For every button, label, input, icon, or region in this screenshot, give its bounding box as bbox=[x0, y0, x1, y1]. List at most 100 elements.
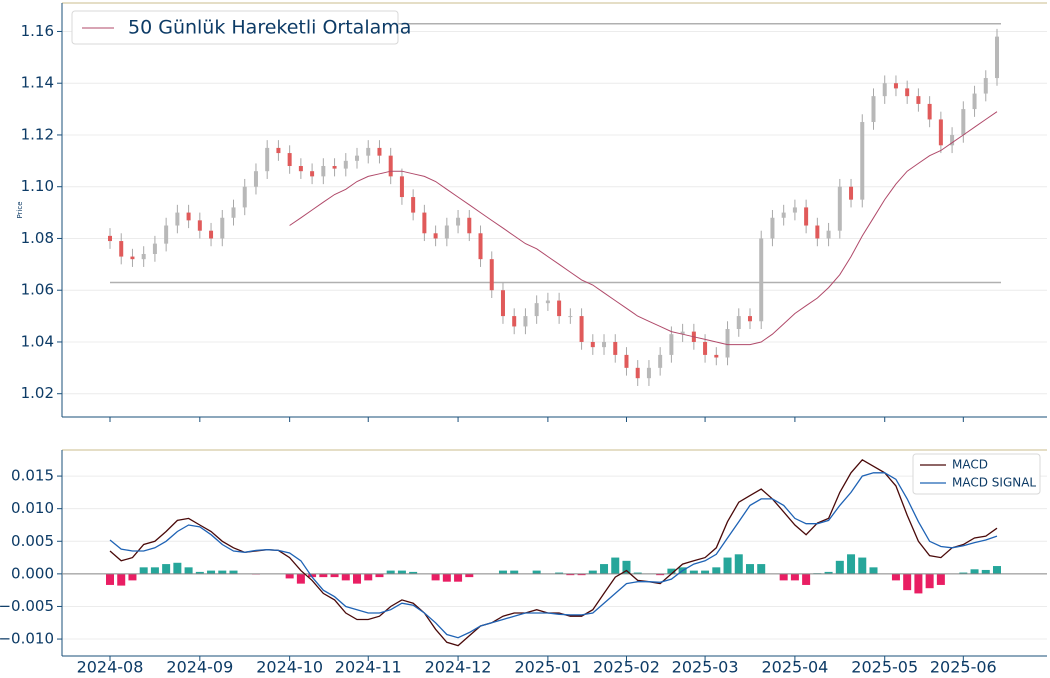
histogram-bar bbox=[106, 573, 114, 585]
histogram-bar bbox=[745, 564, 754, 574]
histogram-bar bbox=[498, 570, 507, 574]
candle-body bbox=[871, 96, 876, 123]
histogram-bar bbox=[555, 572, 564, 574]
histogram-bar bbox=[993, 566, 1001, 574]
histogram-bar bbox=[353, 573, 362, 584]
y-tick-label: 1.16 bbox=[21, 22, 54, 40]
candle-body bbox=[366, 147, 371, 156]
histogram-bar bbox=[914, 573, 923, 594]
x-tick-label: 2024-08 bbox=[77, 658, 144, 677]
candle-body bbox=[141, 253, 146, 260]
x-tick-label: 2024-09 bbox=[166, 658, 233, 677]
candle-body bbox=[849, 186, 854, 200]
histogram-bar bbox=[723, 557, 732, 574]
histogram-bar bbox=[341, 573, 350, 581]
histogram-bar bbox=[835, 560, 844, 574]
histogram-bar bbox=[431, 573, 440, 581]
candle-body bbox=[523, 316, 528, 327]
candle-body bbox=[747, 316, 752, 322]
candle-body bbox=[119, 241, 124, 257]
candle-body bbox=[444, 225, 449, 239]
candle-body bbox=[197, 220, 202, 231]
histogram-bar bbox=[139, 567, 148, 574]
candle-body bbox=[669, 334, 674, 355]
candle-body bbox=[557, 300, 562, 317]
candle-body bbox=[343, 160, 348, 169]
candle-body bbox=[220, 217, 225, 239]
candle-body bbox=[456, 217, 461, 226]
candle-body bbox=[613, 341, 618, 355]
candle-body bbox=[893, 83, 898, 89]
candle-body bbox=[646, 367, 651, 379]
candle-body bbox=[568, 316, 573, 318]
histogram-bar bbox=[925, 573, 934, 589]
histogram-bar bbox=[375, 573, 384, 578]
candle-body bbox=[602, 341, 607, 348]
candle-body bbox=[837, 186, 842, 231]
histogram-bar bbox=[150, 567, 159, 574]
histogram-bar bbox=[959, 572, 968, 574]
y-tick-label: −0.010 bbox=[0, 630, 54, 648]
x-tick-label: 2025-03 bbox=[672, 658, 739, 677]
candle-body bbox=[209, 230, 214, 239]
histogram-bar bbox=[409, 571, 418, 574]
candle-body bbox=[815, 225, 820, 239]
histogram-bar bbox=[936, 573, 945, 585]
histogram-bar bbox=[824, 571, 833, 574]
histogram-bar bbox=[734, 554, 743, 574]
x-tick-label: 2024-10 bbox=[256, 658, 323, 677]
histogram-bar bbox=[847, 554, 856, 574]
histogram-bar bbox=[790, 573, 799, 581]
histogram-bar bbox=[891, 573, 900, 581]
candle-body bbox=[680, 331, 685, 335]
histogram-bar bbox=[386, 570, 395, 574]
candle-body bbox=[579, 316, 584, 342]
y-tick-label: 1.06 bbox=[21, 281, 54, 299]
histogram-bar bbox=[689, 570, 698, 574]
histogram-bar bbox=[701, 570, 710, 574]
histogram-bar bbox=[779, 573, 788, 581]
candle-body bbox=[995, 36, 999, 79]
histogram-bar bbox=[566, 573, 575, 576]
candle-body bbox=[332, 166, 337, 169]
histogram-bar bbox=[364, 573, 373, 581]
histogram-bar bbox=[712, 567, 721, 574]
candle-body bbox=[500, 290, 505, 317]
y-tick-label: 1.10 bbox=[21, 177, 54, 195]
candle-body bbox=[231, 207, 236, 218]
histogram-bar bbox=[802, 573, 811, 585]
x-tick-label: 2025-04 bbox=[761, 658, 828, 677]
candle-body bbox=[276, 147, 281, 154]
candle-body bbox=[972, 93, 977, 110]
candle-body bbox=[725, 329, 730, 358]
histogram-bar bbox=[195, 571, 204, 574]
x-tick-label: 2025-01 bbox=[514, 658, 581, 677]
histogram-bar bbox=[510, 570, 519, 574]
candle-body bbox=[265, 147, 270, 172]
candle-body bbox=[253, 171, 258, 187]
histogram-bar bbox=[184, 567, 193, 574]
y-tick-label: 1.04 bbox=[21, 332, 54, 350]
candle-body bbox=[983, 78, 988, 94]
candle-body bbox=[355, 155, 360, 161]
histogram-bar bbox=[532, 570, 541, 574]
candle-body bbox=[759, 238, 764, 322]
candle-body bbox=[860, 122, 865, 200]
y-tick-label: 1.02 bbox=[21, 384, 54, 402]
legend-box bbox=[71, 10, 399, 45]
candle-body bbox=[130, 256, 135, 260]
y-tick-label: 0.015 bbox=[11, 467, 54, 485]
candle-body bbox=[590, 341, 595, 348]
candle-body bbox=[433, 233, 438, 239]
histogram-bar bbox=[611, 557, 620, 574]
histogram-bar bbox=[229, 570, 238, 574]
histogram-bar bbox=[757, 564, 766, 574]
histogram-bar bbox=[600, 564, 609, 574]
histogram-bar bbox=[903, 573, 912, 591]
candle-body bbox=[950, 134, 955, 146]
histogram-bar bbox=[981, 569, 990, 574]
legend-label: MACD SIGNAL bbox=[952, 476, 1036, 490]
y-tick-label: −0.005 bbox=[0, 597, 54, 615]
y-tick-label: 1.12 bbox=[21, 125, 54, 143]
